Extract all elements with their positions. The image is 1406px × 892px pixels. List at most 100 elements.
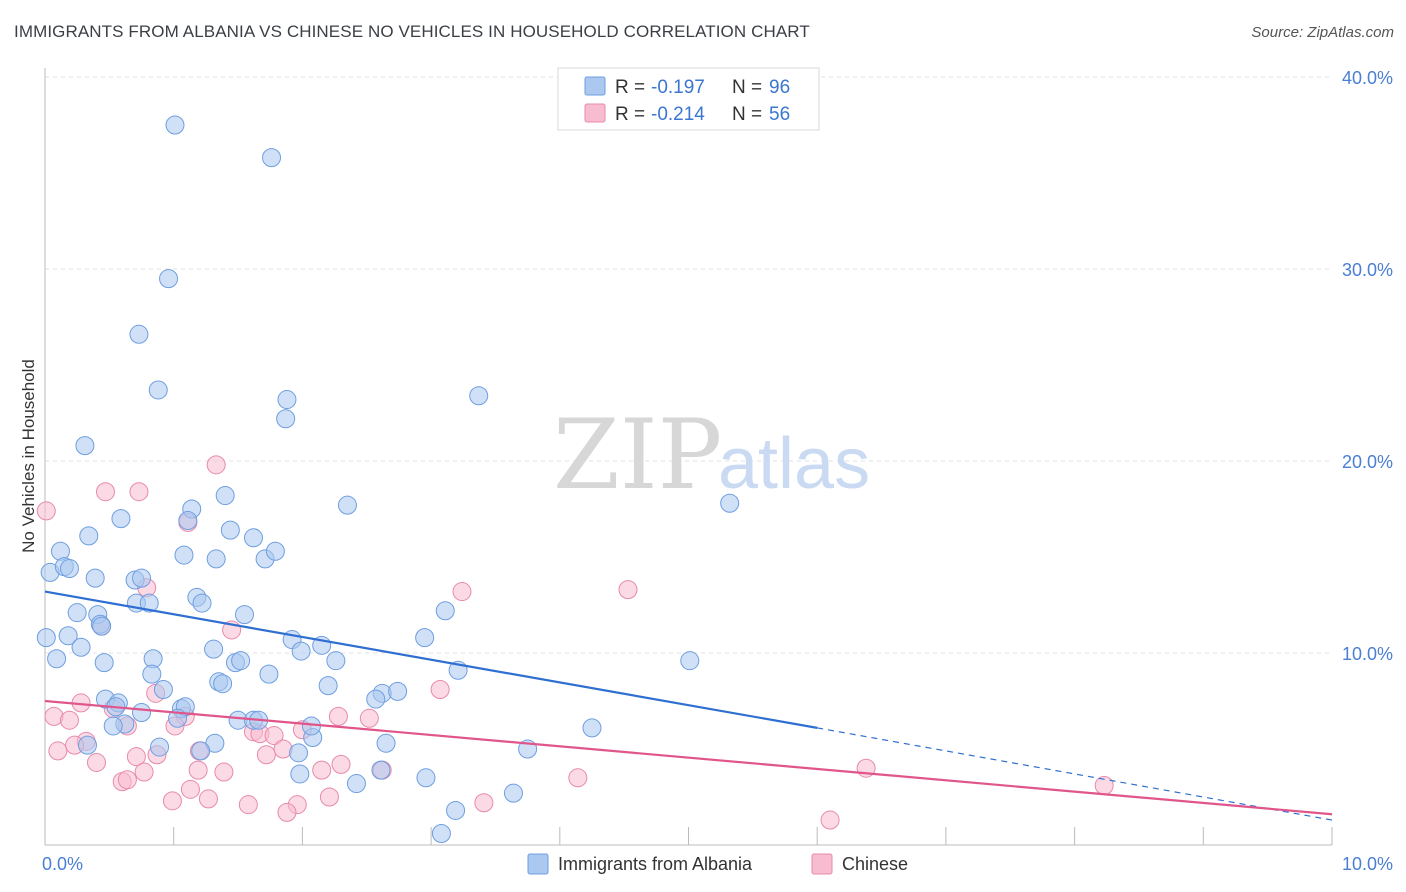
albania-point-25	[59, 559, 79, 579]
chinese-point-2	[95, 482, 115, 502]
albania-point-32	[192, 593, 212, 613]
chinese-point-51	[474, 793, 494, 813]
chinese-point-23	[264, 726, 284, 746]
albania-point-50	[326, 651, 346, 671]
source-site-link[interactable]: ZipAtlas.com	[1307, 24, 1394, 41]
albania-point-14	[178, 511, 198, 531]
chinese-point-40	[331, 754, 351, 774]
albania-point-58	[213, 674, 233, 694]
albania-point-39	[36, 628, 56, 648]
bottom-legend-label-albania[interactable]: Immigrants from Albania	[558, 854, 753, 874]
chinese-point-15	[59, 710, 79, 730]
chinese-point-34	[134, 762, 154, 782]
albania-point-66	[132, 703, 152, 723]
chinese-point-27	[48, 741, 68, 761]
albania-point-22	[265, 541, 285, 561]
legend-n-label-chinese: N =	[732, 104, 762, 125]
albania-point-15	[220, 520, 240, 540]
x-tick-label-1: 10.0%	[1342, 854, 1393, 874]
chinese-point-1	[206, 455, 226, 475]
chinese-point-45	[180, 779, 200, 799]
bottom-legend-label-chinese[interactable]: Chinese	[842, 854, 908, 874]
albania-point-26	[85, 568, 105, 588]
albania-point-88	[416, 768, 436, 788]
albania-point-1	[262, 148, 282, 168]
albania-point-10	[215, 486, 235, 506]
albania-point-89	[346, 774, 366, 794]
albania-point-31	[139, 593, 159, 613]
grid-lines	[45, 76, 1332, 654]
albania-point-46	[415, 628, 435, 648]
chinese-point-46	[162, 791, 182, 811]
albania-point-5	[277, 390, 297, 410]
albania-point-92	[431, 823, 451, 843]
albania-point-45	[291, 641, 311, 661]
chinese-point-6	[618, 580, 638, 600]
albania-point-91	[446, 800, 466, 820]
chinese-point-52	[277, 802, 297, 822]
albania-point-36	[435, 601, 455, 621]
albania-point-55	[142, 664, 162, 684]
chinese-point-36	[117, 770, 137, 790]
albania-point-19	[174, 545, 194, 565]
albania-point-53	[680, 651, 700, 671]
chinese-point-5	[452, 582, 472, 602]
albania-point-40	[58, 626, 78, 646]
correlation-legend: R = -0.197 N = 96 R = -0.214 N = 56	[557, 67, 820, 131]
albania-point-86	[290, 764, 310, 784]
trend-line-albania-extension	[817, 727, 1333, 821]
albania-point-20	[206, 549, 226, 569]
albania-point-17	[243, 528, 263, 548]
albania-point-63	[366, 689, 386, 709]
watermark-atlas: atlas	[718, 424, 870, 504]
legend-r-value-albania: -0.197	[651, 77, 705, 98]
albania-point-9	[720, 493, 740, 513]
albania-point-33	[67, 603, 87, 623]
chinese-point-32	[256, 745, 276, 765]
chinese-point-17	[328, 706, 348, 726]
watermark-zip: ZIP	[553, 399, 722, 511]
albania-point-7	[469, 386, 489, 406]
albania-point-35	[234, 605, 254, 625]
albania-point-6	[276, 409, 296, 429]
albania-point-62	[388, 681, 408, 701]
albania-point-59	[153, 679, 173, 699]
source-prefix: Source:	[1251, 24, 1308, 41]
albania-point-11	[337, 495, 357, 515]
albania-point-60	[318, 676, 338, 696]
legend-r-label-chinese: R =	[615, 104, 645, 125]
chinese-point-47	[198, 789, 218, 809]
chinese-point-38	[214, 762, 234, 782]
albania-point-75	[103, 716, 123, 736]
chinese-point-29	[126, 747, 146, 767]
bottom-legend-swatch-chinese[interactable]	[811, 853, 833, 875]
series-legend: Immigrants from Albania Chinese	[527, 853, 908, 875]
chinese-point-37	[188, 760, 208, 780]
legend-swatch-albania	[584, 76, 606, 96]
legend-r-label-albania: R =	[615, 77, 645, 98]
albania-point-81	[150, 737, 170, 757]
legend-swatch-chinese	[584, 103, 606, 123]
albania-point-4	[148, 380, 168, 400]
legend-n-value-chinese: 56	[769, 104, 790, 125]
chinese-point-0	[36, 501, 56, 521]
legend-n-label-albania: N =	[732, 77, 762, 98]
albania-point-79	[77, 735, 97, 755]
chinese-point-33	[86, 752, 106, 772]
albania-point-84	[289, 743, 309, 763]
albania-point-2	[159, 269, 179, 289]
bottom-legend-swatch-albania[interactable]	[527, 853, 549, 875]
chinese-point-53	[820, 810, 840, 830]
albania-point-38	[92, 616, 112, 636]
albania-point-83	[376, 733, 396, 753]
albania-point-82	[191, 741, 211, 761]
albania-point-0	[165, 115, 185, 135]
watermark: ZIP atlas	[553, 399, 870, 511]
x-tick-label-0: 0.0%	[42, 854, 83, 874]
albania-point-87	[371, 760, 391, 780]
albania-point-90	[503, 783, 523, 803]
chinese-point-42	[568, 768, 588, 788]
y-axis-label: No Vehicles in Household	[19, 359, 38, 553]
albania-point-49	[47, 649, 67, 669]
